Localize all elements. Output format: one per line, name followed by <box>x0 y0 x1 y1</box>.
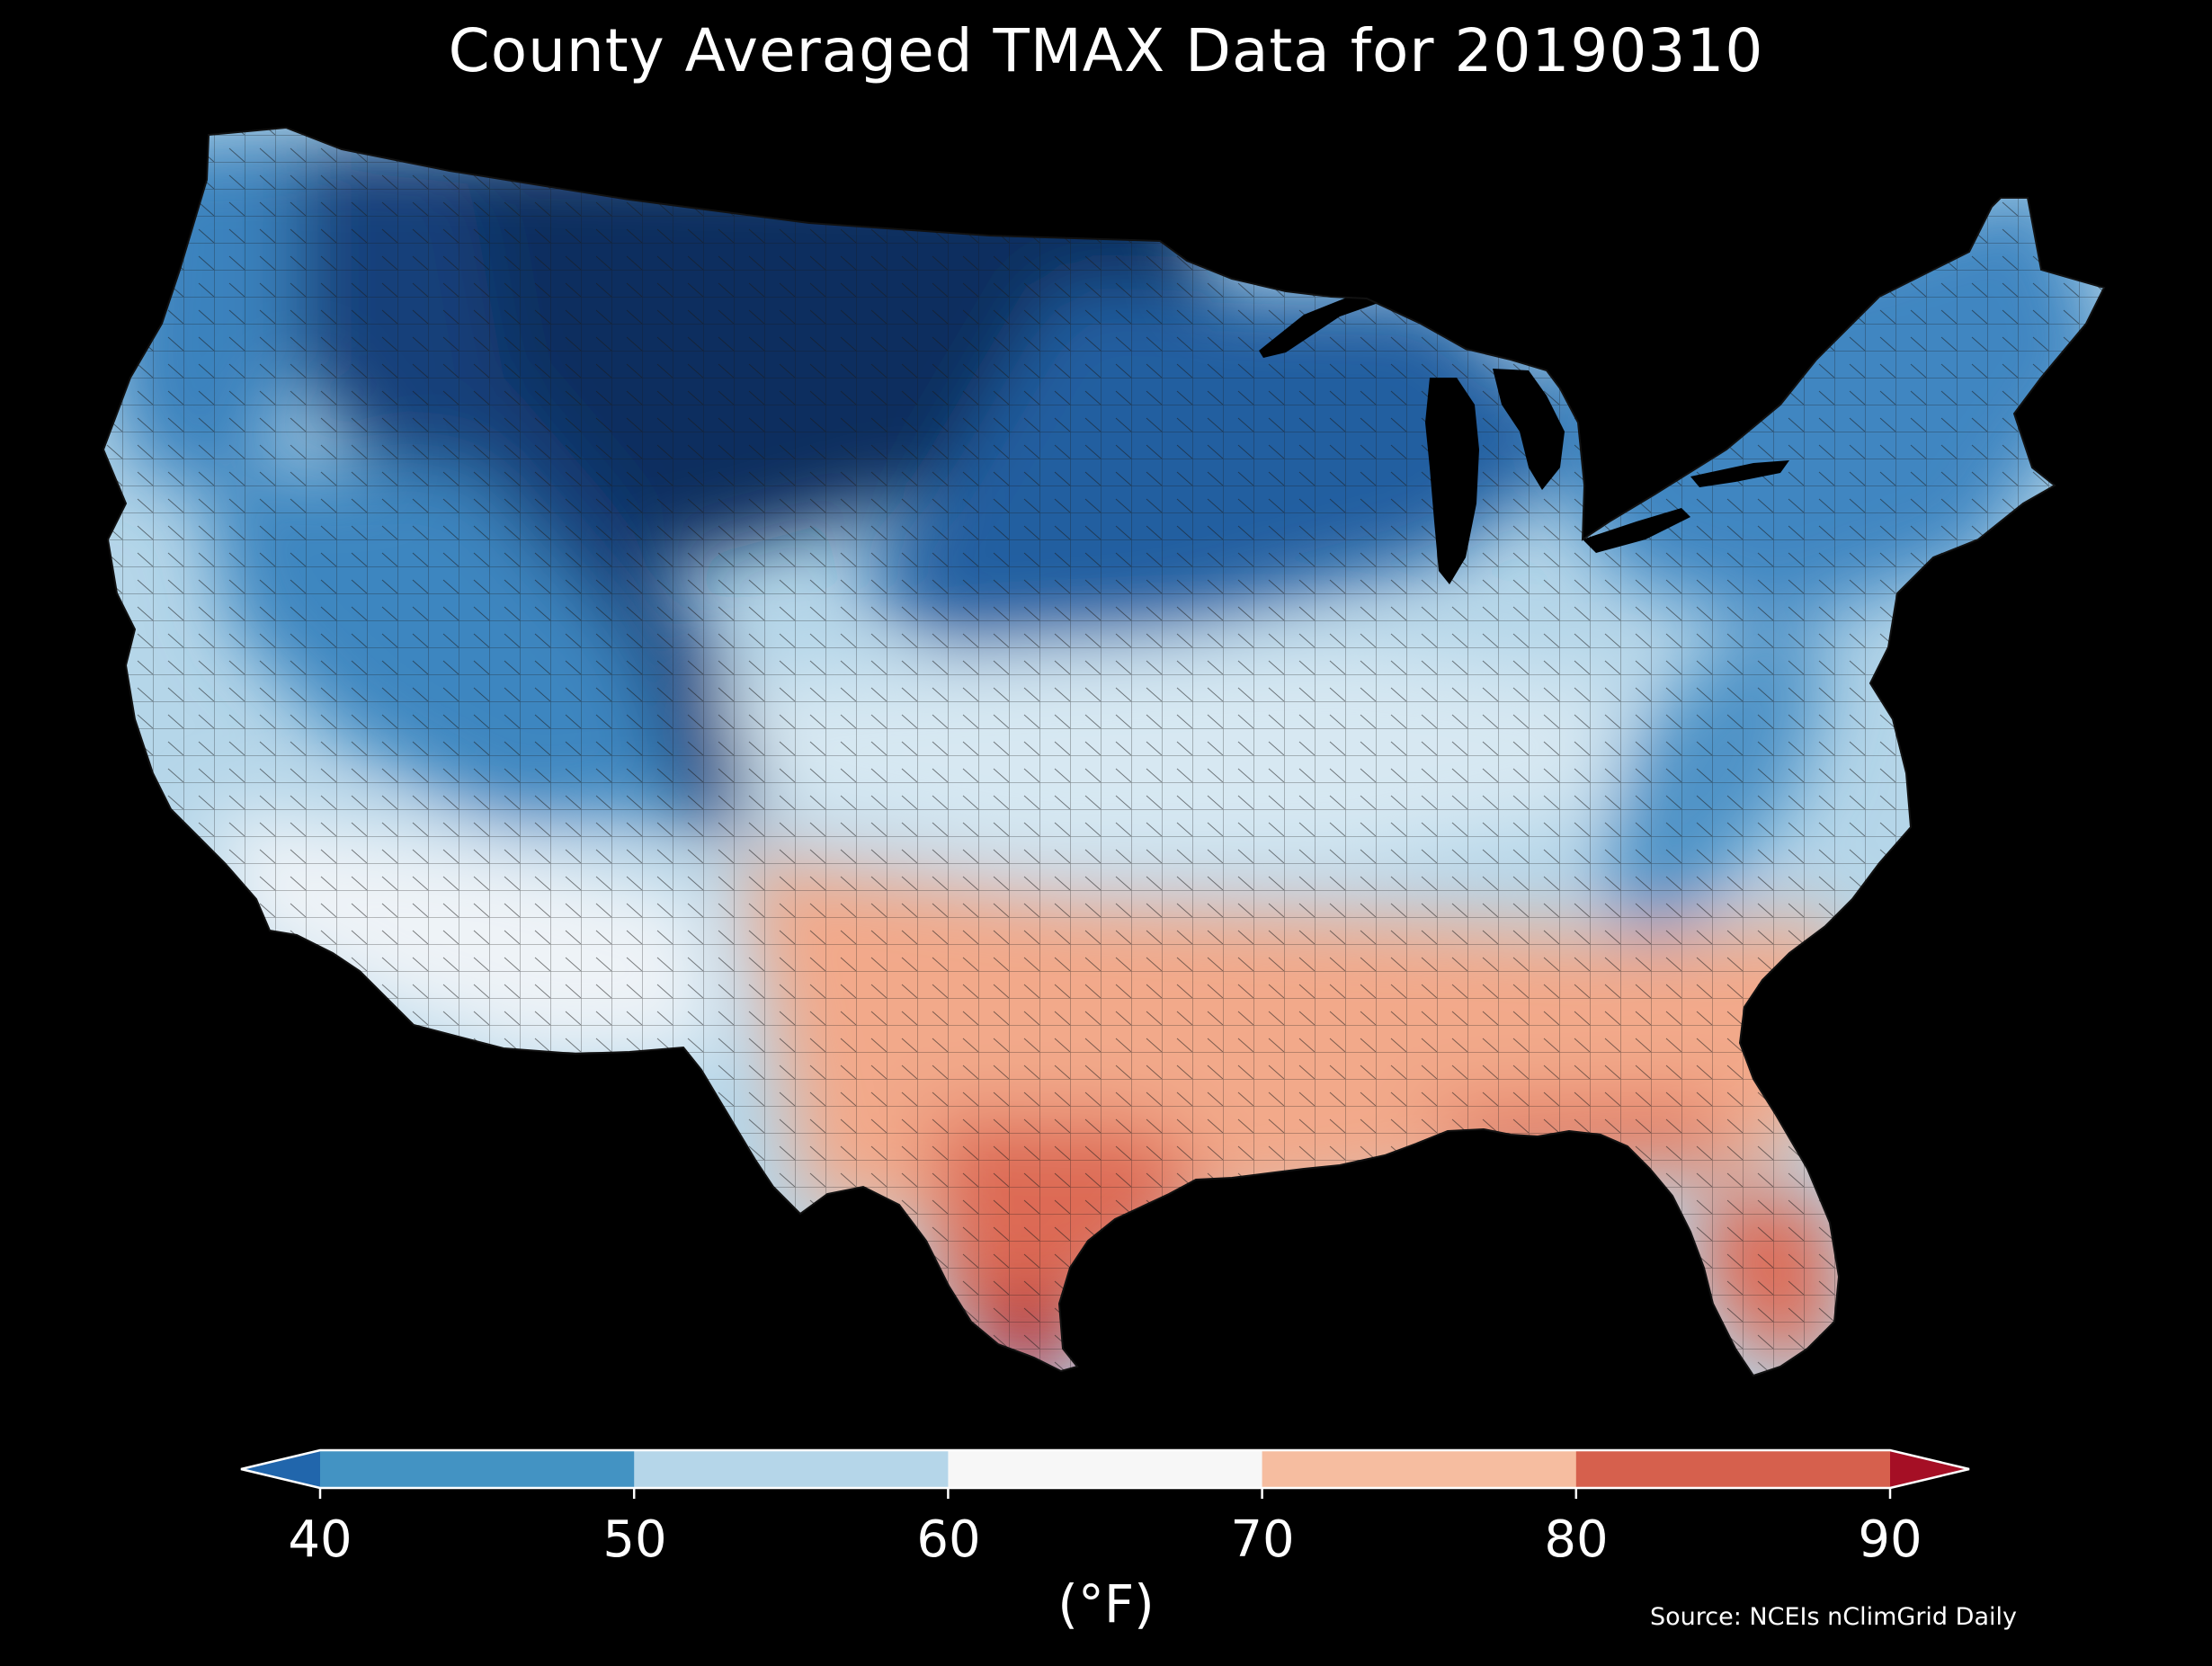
colorbar-segment-40-50 <box>320 1450 636 1488</box>
map-title: County Averaged TMAX Data for 20190310 <box>448 16 1764 85</box>
tick-label-80: 80 <box>1544 1510 1609 1569</box>
lake-michigan <box>1425 378 1479 584</box>
tick-label-50: 50 <box>602 1510 667 1569</box>
tick-label-70: 70 <box>1230 1510 1295 1569</box>
lake-ontario <box>1690 460 1789 487</box>
tick-label-40: 40 <box>288 1510 352 1569</box>
lake-erie <box>1583 508 1690 553</box>
colorbar-segment-below <box>241 1450 320 1488</box>
colorbar-segment-above <box>1890 1450 1969 1488</box>
tick-label-90: 90 <box>1858 1510 1922 1569</box>
tick-label-60: 60 <box>916 1510 981 1569</box>
colorbar-segment-70-80 <box>1262 1450 1577 1488</box>
colorbar-segment-60-70 <box>948 1450 1263 1488</box>
lake-superior <box>1259 286 1385 358</box>
colorbar-unit-label: (°F) <box>1057 1573 1155 1635</box>
colorbar-segment-80-90 <box>1575 1450 1891 1488</box>
great-lakes <box>1259 286 1789 584</box>
colorbar-segment-50-60 <box>634 1450 950 1488</box>
source-note: Source: NCEIs nClimGrid Daily <box>1650 1603 2017 1631</box>
lake-huron <box>1493 369 1565 490</box>
